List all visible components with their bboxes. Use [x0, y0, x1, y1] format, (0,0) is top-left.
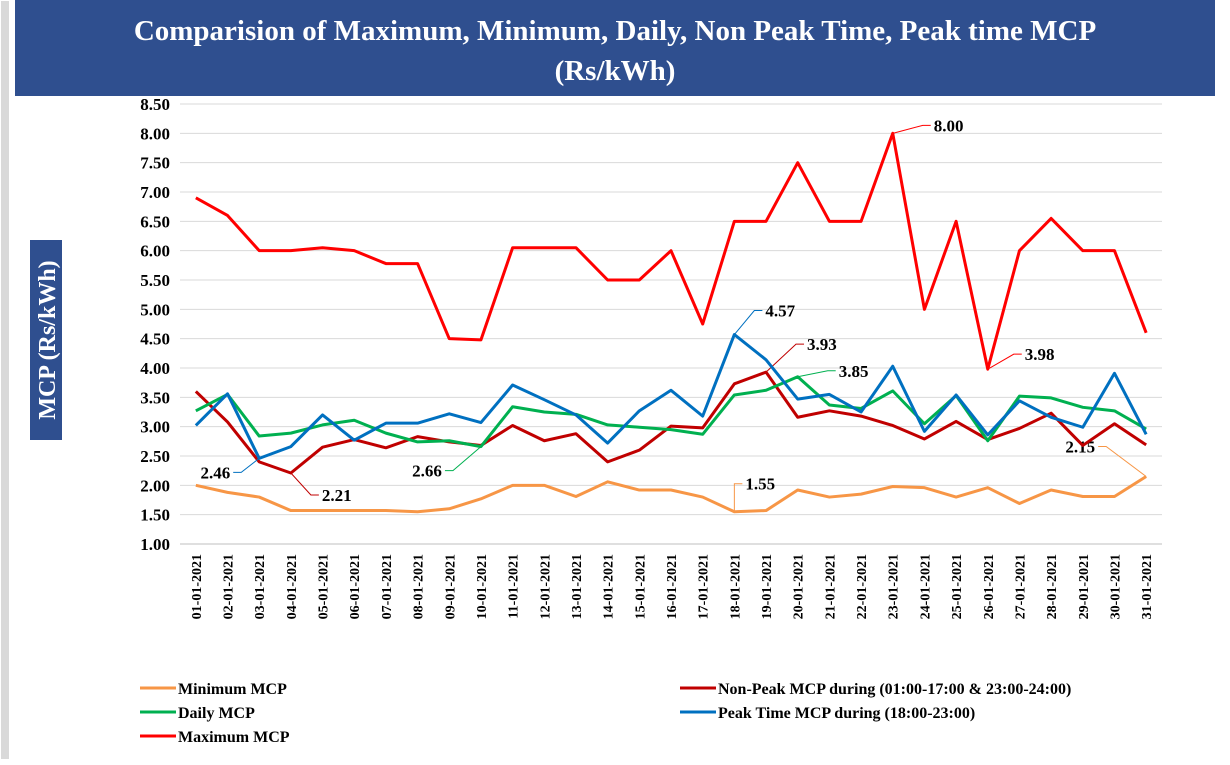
label-leader — [1098, 446, 1147, 477]
x-tick-label: 28-01-2021 — [1045, 554, 1060, 619]
y-tick-label: 6.50 — [140, 212, 170, 231]
legend-label: Maximum MCP — [178, 729, 290, 746]
x-tick-label: 14-01-2021 — [602, 554, 617, 619]
data-label: 3.98 — [1025, 345, 1055, 364]
y-tick-label: 6.00 — [140, 242, 170, 261]
y-tick-label: 7.50 — [140, 154, 170, 173]
y-tick-label: 7.00 — [140, 183, 170, 202]
data-label: 2.21 — [322, 486, 352, 505]
x-tick-label: 02-01-2021 — [222, 554, 237, 619]
y-tick-label: 4.50 — [140, 330, 170, 349]
data-label: 8.00 — [934, 116, 964, 135]
y-axis-label: MCP (Rs/kWh) — [35, 260, 61, 419]
y-tick-label: 4.00 — [140, 359, 170, 378]
x-tick-label: 09-01-2021 — [443, 554, 458, 619]
x-tick-label: 31-01-2021 — [1140, 554, 1155, 619]
chart-title: Comparision of Maximum, Minimum, Daily, … — [134, 15, 1096, 47]
y-tick-label: 5.50 — [140, 271, 170, 290]
legend-label: Minimum MCP — [178, 681, 287, 698]
x-tick-label: 01-01-2021 — [190, 554, 205, 619]
title-banner — [15, 0, 1215, 96]
x-tick-label: 26-01-2021 — [982, 554, 997, 619]
label-leader — [290, 472, 319, 496]
data-label: 3.85 — [839, 362, 869, 381]
data-label: 4.57 — [765, 302, 795, 321]
label-leader — [892, 124, 931, 134]
data-label: 3.93 — [807, 335, 837, 354]
x-tick-label: 18-01-2021 — [728, 554, 743, 619]
x-tick-label: 24-01-2021 — [918, 554, 933, 619]
legend-label: Peak Time MCP during (18:00-23:00) — [718, 705, 975, 722]
y-tick-label: 2.00 — [140, 476, 170, 495]
x-tick-label: 16-01-2021 — [665, 554, 680, 619]
y-tick-label: 8.50 — [140, 95, 170, 114]
chart-subtitle: (Rs/kWh) — [555, 55, 676, 87]
x-tick-label: 15-01-2021 — [633, 554, 648, 619]
series-line — [194, 333, 1148, 460]
x-tick-label: 30-01-2021 — [1108, 554, 1123, 619]
x-tick-label: 06-01-2021 — [348, 554, 363, 619]
x-tick-label: 07-01-2021 — [380, 554, 395, 619]
legend-label: Non-Peak MCP during (01:00-17:00 & 23:00… — [718, 681, 1071, 698]
label-leader — [733, 483, 743, 512]
label-leader — [765, 343, 805, 373]
label-leader — [444, 446, 482, 472]
label-leader — [733, 310, 763, 335]
series-line — [195, 375, 1147, 449]
x-tick-label: 11-01-2021 — [507, 554, 522, 619]
series-line — [195, 475, 1147, 514]
x-tick-label: 19-01-2021 — [760, 554, 775, 619]
x-tick-label: 21-01-2021 — [823, 554, 838, 619]
y-label-box — [30, 240, 62, 440]
y-tick-label: 5.00 — [140, 300, 170, 319]
legend-label: Daily MCP — [178, 705, 255, 722]
y-tick-label: 8.00 — [140, 124, 170, 143]
frame — [1, 1, 9, 759]
x-tick-label: 29-01-2021 — [1077, 554, 1092, 619]
y-tick-label: 3.50 — [140, 388, 170, 407]
x-tick-label: 20-01-2021 — [792, 554, 807, 619]
y-tick-label: 1.00 — [140, 535, 170, 554]
x-tick-label: 17-01-2021 — [697, 554, 712, 619]
x-tick-label: 03-01-2021 — [253, 554, 268, 619]
x-tick-label: 25-01-2021 — [950, 554, 965, 619]
label-leader — [987, 353, 1022, 370]
y-tick-label: 3.00 — [140, 418, 170, 437]
x-tick-label: 13-01-2021 — [570, 554, 585, 619]
x-tick-label: 10-01-2021 — [475, 554, 490, 619]
x-tick-label: 05-01-2021 — [317, 554, 332, 619]
label-leader — [233, 457, 260, 473]
x-tick-label: 12-01-2021 — [538, 554, 553, 619]
x-tick-label: 04-01-2021 — [285, 554, 300, 619]
x-tick-label: 27-01-2021 — [1013, 554, 1028, 619]
data-label: 2.66 — [412, 462, 442, 481]
data-label: 2.46 — [200, 463, 230, 482]
label-leader — [797, 370, 836, 378]
y-tick-label: 1.50 — [140, 506, 170, 525]
data-label: 1.55 — [745, 475, 775, 494]
x-tick-label: 08-01-2021 — [412, 554, 427, 619]
x-tick-label: 23-01-2021 — [887, 554, 902, 619]
y-tick-label: 2.50 — [140, 447, 170, 466]
x-tick-label: 22-01-2021 — [855, 554, 870, 619]
